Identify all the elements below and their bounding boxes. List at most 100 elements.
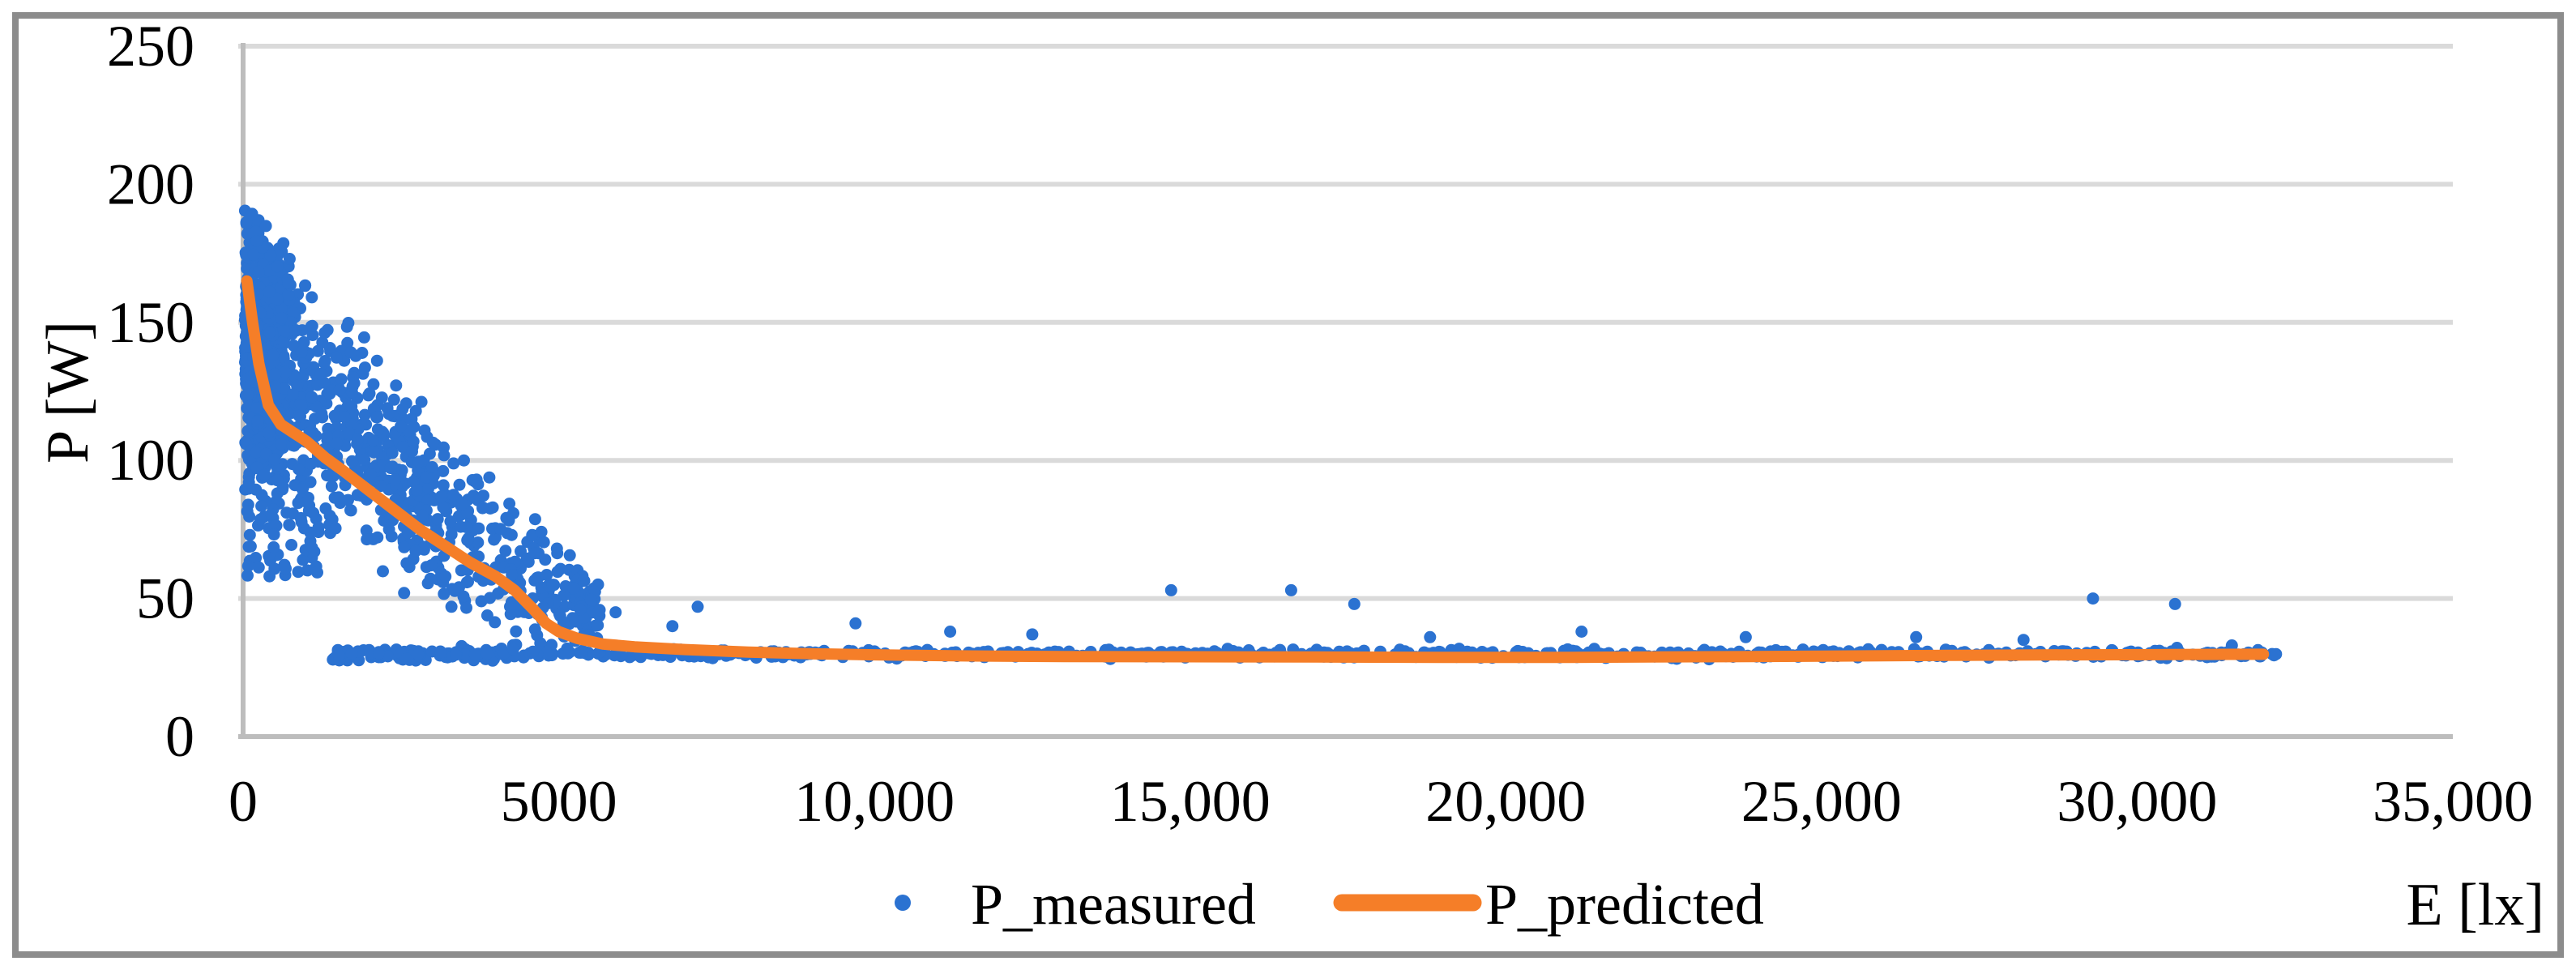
- scatter-point: [481, 647, 493, 660]
- scatter-point: [406, 445, 418, 458]
- scatter-point: [287, 507, 299, 520]
- x-tick-label: 15,000: [1110, 769, 1271, 834]
- scatter-point: [382, 408, 395, 421]
- scatter-point: [1739, 630, 1752, 643]
- scatter-point: [437, 479, 450, 492]
- scatter-point: [242, 540, 255, 553]
- scatter-point: [477, 489, 489, 502]
- scatter-point: [505, 528, 518, 541]
- scatter-point: [361, 533, 374, 546]
- scatter-point: [295, 345, 308, 358]
- scatter-point: [546, 579, 559, 592]
- scatter-point: [566, 612, 579, 625]
- y-tick-label: 150: [107, 290, 194, 355]
- scatter-point: [345, 647, 358, 660]
- scatter-point: [437, 464, 450, 477]
- scatter-point: [438, 587, 451, 600]
- scatter-point: [2168, 597, 2181, 610]
- scatter-point: [371, 423, 384, 436]
- scatter-point: [445, 600, 458, 613]
- scatter-point: [384, 462, 397, 475]
- scatter-point: [416, 509, 429, 522]
- scatter-point: [460, 601, 472, 614]
- scatter-point: [1284, 583, 1297, 596]
- x-axis-title: E [lx]: [2406, 872, 2544, 938]
- scatter-point: [574, 603, 587, 616]
- scatter-point: [386, 446, 399, 459]
- scatter-point: [293, 463, 305, 476]
- scatter-point: [500, 511, 513, 524]
- y-tick-label: 50: [136, 566, 194, 631]
- y-axis-title: P [W]: [35, 321, 101, 464]
- scatter-point: [333, 383, 346, 396]
- scatter-point: [409, 545, 422, 557]
- scatter-point: [666, 620, 679, 633]
- scatter-point: [444, 515, 457, 528]
- scatter-point: [535, 525, 548, 538]
- scatter-point: [567, 582, 580, 595]
- scatter-point: [318, 357, 331, 370]
- scatter-point: [506, 569, 519, 581]
- scatter-point: [609, 606, 622, 619]
- scatter-point: [563, 549, 576, 562]
- scatter-point: [282, 277, 295, 289]
- scatter-point: [421, 494, 434, 507]
- scatter-point: [468, 648, 481, 661]
- scatter-point: [271, 293, 284, 305]
- scatter-point: [275, 312, 288, 325]
- scatter-point: [507, 598, 520, 610]
- x-tick-label: 20,000: [1425, 769, 1586, 834]
- scatter-point: [240, 216, 253, 229]
- scatter-point: [247, 248, 260, 261]
- scatter-point: [399, 652, 412, 665]
- scatter-point: [410, 484, 423, 497]
- scatter-point: [305, 391, 318, 404]
- scatter-point: [277, 335, 289, 348]
- scatter-point: [431, 513, 444, 526]
- scatter-point: [278, 558, 291, 571]
- scatter-point: [275, 438, 288, 451]
- scatter-point: [1424, 630, 1437, 643]
- scatter-point: [506, 643, 519, 656]
- scatter-point: [297, 335, 310, 348]
- scatter-point: [305, 291, 318, 304]
- scatter-point: [396, 403, 409, 416]
- scatter-point: [289, 324, 302, 337]
- scatter-point: [483, 471, 496, 484]
- scatter-point: [299, 280, 312, 293]
- scatter-point: [287, 306, 300, 319]
- scatter-point: [338, 411, 351, 424]
- scatter-point: [472, 478, 485, 491]
- scatter-point: [251, 415, 264, 428]
- scatter-point: [455, 520, 467, 533]
- scatter-point: [268, 562, 281, 575]
- scatter-point: [437, 501, 450, 514]
- scatter-point: [1348, 597, 1361, 610]
- scatter-point: [263, 426, 276, 439]
- scatter-point: [608, 649, 621, 662]
- scatter-point: [396, 441, 409, 454]
- scatter-point: [321, 430, 333, 443]
- scatter-point: [275, 302, 288, 315]
- scatter-point: [435, 490, 447, 503]
- scatter-point: [531, 571, 544, 584]
- x-tick-label: 5000: [501, 769, 617, 834]
- scatter-point: [510, 625, 523, 638]
- y-axis-tick-labels: 0 50 100 150 200 250: [107, 14, 194, 769]
- scatter-point: [351, 433, 364, 446]
- scatter-point: [250, 402, 263, 414]
- y-tick-label: 250: [107, 14, 194, 79]
- scatter-point: [426, 436, 439, 449]
- scatter-point: [305, 457, 318, 470]
- scatter-point: [286, 439, 299, 451]
- scatter-point: [282, 288, 295, 301]
- scatter-point: [346, 380, 359, 393]
- scatter-point: [241, 388, 254, 401]
- scatter-point: [528, 513, 541, 526]
- scatter-point: [307, 506, 320, 519]
- scatter-point: [263, 326, 276, 339]
- scatter-point: [305, 541, 318, 554]
- scatter-point: [283, 253, 296, 265]
- scatter-point: [634, 651, 647, 664]
